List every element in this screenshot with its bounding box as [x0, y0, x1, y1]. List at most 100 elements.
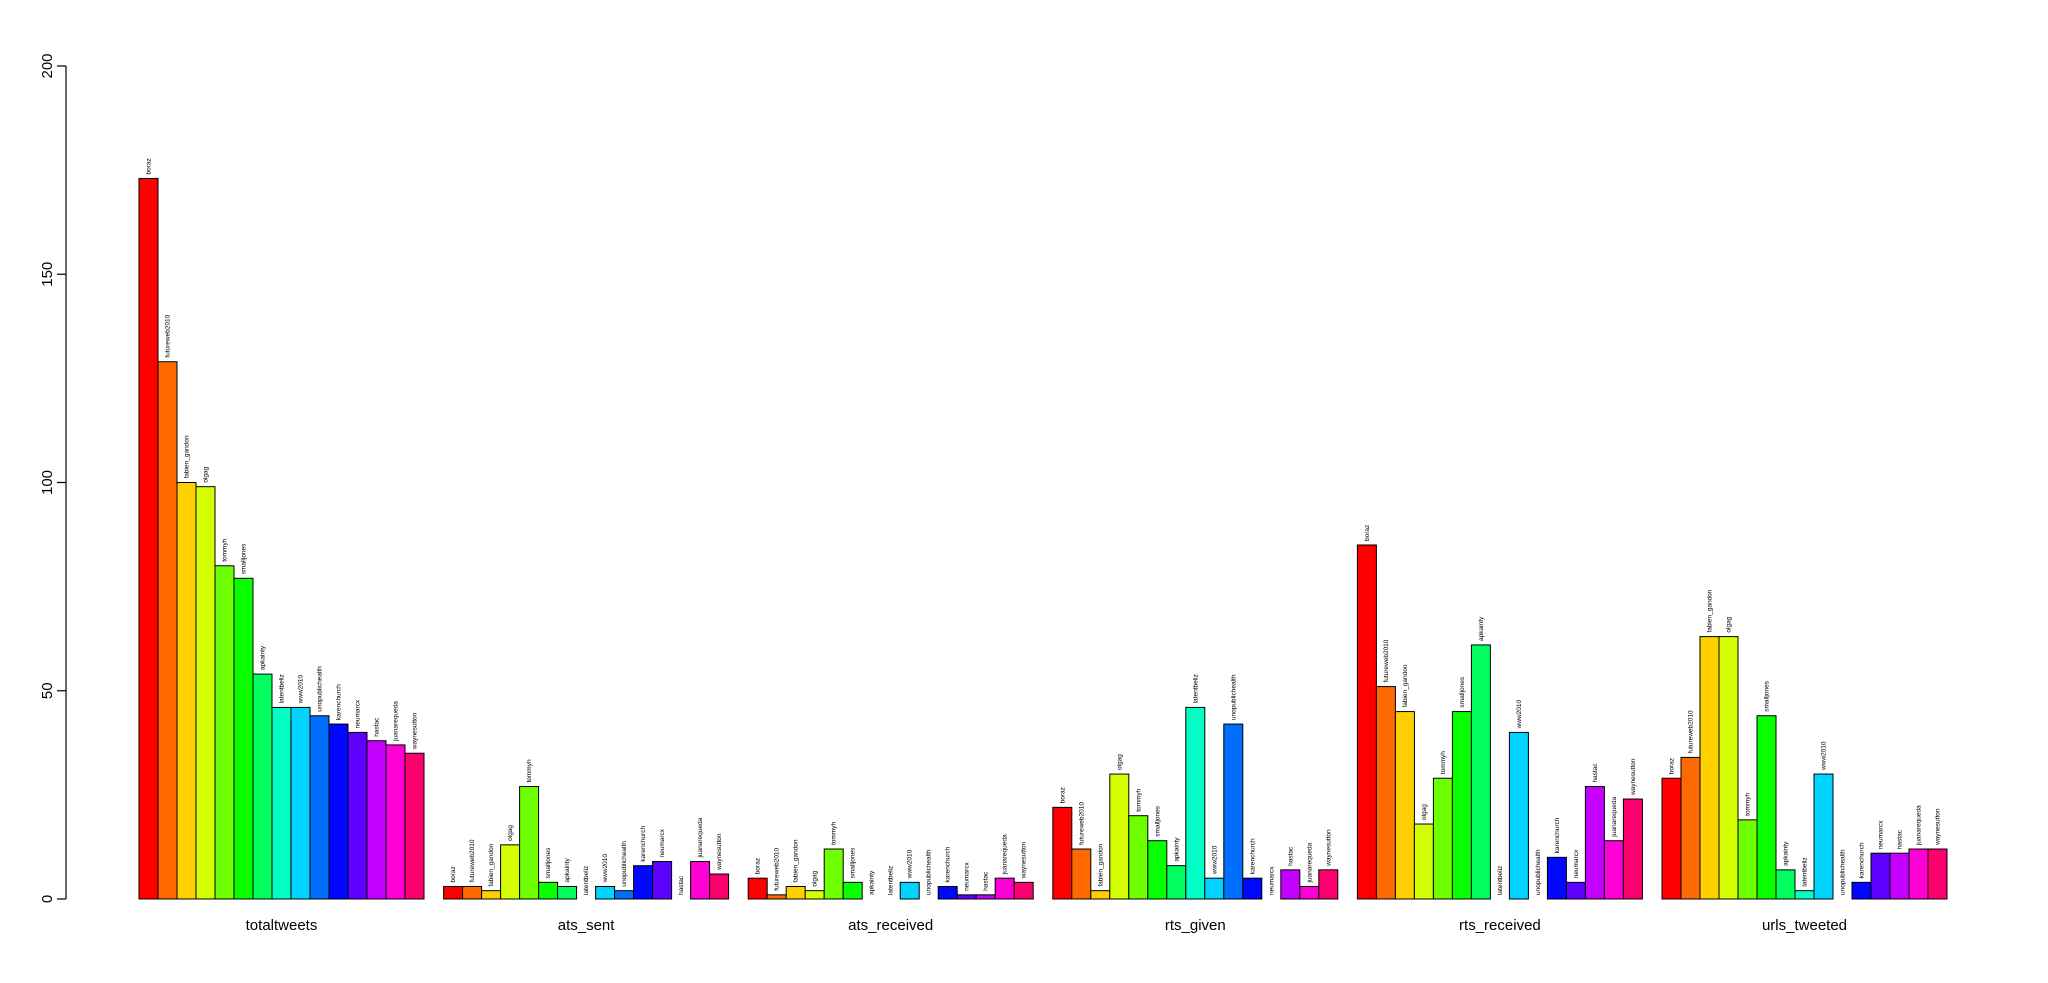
bar-label: boraz	[1364, 525, 1371, 541]
bar-fabien_gandon-ats_sent	[481, 890, 502, 900]
bar-label: fabien_gandon	[1402, 664, 1409, 707]
bar-label: apkainty	[564, 858, 571, 883]
bar-olgag-ats_sent	[500, 844, 521, 900]
bar-fabien_gandon-totaltweets	[176, 482, 197, 900]
bar-fabien_gandon-ats_received	[785, 886, 806, 900]
bar-label: hastac	[1897, 829, 1904, 849]
bar-label: tommyh	[526, 759, 533, 783]
bar-smalljones-totaltweets	[233, 577, 254, 900]
bar-label: juanarequeda	[393, 701, 400, 742]
category-label-urls_tweeted: urls_tweeted	[1762, 917, 1847, 934]
bar-label: latentbeliz	[1192, 674, 1199, 703]
y-axis: 0 50 100 150 200	[39, 53, 67, 903]
bar-label: smalljones	[1764, 680, 1771, 711]
bar-waynesutton-rts_given	[1318, 869, 1339, 900]
bar-unopublichealth-ats_sent	[614, 890, 635, 900]
bar-waynesutton-urls_tweeted	[1927, 848, 1948, 900]
bar-label: futureweb2010	[1383, 639, 1390, 682]
category-label-rts_given: rts_given	[1165, 917, 1226, 934]
bar-label: apkainty	[1783, 841, 1790, 866]
bar-label: juanarequeda	[1611, 797, 1618, 838]
bar-juanarequeda-ats_sent	[690, 861, 711, 900]
bar-label: futureweb2010	[1078, 802, 1085, 845]
bar-www2010-ats_received	[899, 881, 920, 900]
bar-smalljones-ats_received	[842, 881, 863, 900]
bar-www2010-rts_received	[1508, 731, 1529, 900]
bar-tommyh-totaltweets	[214, 565, 235, 900]
bar-label: www2010	[1211, 845, 1218, 875]
bar-label: tommyh	[831, 822, 838, 846]
bar-label: karenchurch	[1859, 842, 1866, 878]
bar-label: waynesutton	[1325, 829, 1332, 867]
category-label-totaltweets: totaltweets	[246, 917, 318, 934]
bar-label: juanarequeda	[1916, 805, 1923, 846]
y-tick-label: 50	[39, 682, 56, 699]
bar-label: unopublichealth	[1840, 849, 1847, 895]
bar-karenchurch-urls_tweeted	[1851, 881, 1872, 900]
bar-label: neumarcx	[1573, 849, 1580, 878]
y-tick-label: 200	[39, 53, 56, 78]
bar-label: hastac	[983, 871, 990, 891]
bar-label: futureweb2010	[469, 839, 476, 882]
bar-hastac-totaltweets	[366, 740, 387, 900]
bar-label: latentbeliz	[279, 674, 286, 703]
bar-neumarcx-ats_sent	[652, 861, 673, 900]
bar-apkainty-totaltweets	[252, 673, 273, 900]
bar-label: olgag	[812, 870, 819, 886]
bar-fabien_gandon-rts_received	[1394, 711, 1415, 900]
bar-label: juanarequeda	[1306, 842, 1313, 883]
bar-label: karenchurch	[1249, 838, 1256, 874]
bar-label: hastac	[678, 875, 685, 895]
bar-neumarcx-ats_received	[956, 894, 977, 900]
bar-boraz-ats_received	[747, 877, 768, 900]
bar-label: futureweb2010	[165, 314, 172, 357]
bar-label: smalljones	[1459, 676, 1466, 707]
bar-juanarequeda-urls_tweeted	[1908, 848, 1929, 900]
bar-label: boraz	[146, 158, 153, 174]
bar-olgag-urls_tweeted	[1718, 636, 1739, 900]
bar-label: boraz	[1669, 758, 1676, 774]
bar-waynesutton-totaltweets	[404, 752, 425, 900]
bar-label: fabien_gandon	[1707, 589, 1714, 632]
bar-label: fabien_gandon	[488, 843, 495, 886]
category-label-rts_received: rts_received	[1459, 917, 1541, 934]
bar-label: www2010	[1516, 699, 1523, 729]
bar-label: waynesutton	[716, 833, 723, 871]
bar-waynesutton-ats_sent	[709, 873, 730, 900]
bar-apkainty-urls_tweeted	[1775, 869, 1796, 900]
bar-label: apkainty	[1478, 616, 1485, 641]
bar-label: apkainty	[869, 870, 876, 895]
category-label-ats_received: ats_received	[848, 917, 933, 934]
bar-label: waynesutton	[1935, 808, 1942, 846]
bar-label: tommyh	[1440, 751, 1447, 775]
bar-www2010-totaltweets	[290, 706, 311, 900]
y-tick-label: 150	[39, 262, 56, 287]
bar-waynesutton-ats_received	[1013, 881, 1034, 900]
bar-label: www2010	[602, 854, 609, 884]
bar-label: unopublichealth	[1535, 849, 1542, 895]
bar-tommyh-ats_received	[823, 848, 844, 900]
bar-www2010-rts_given	[1204, 877, 1225, 900]
bar-label: latentbeliz	[888, 866, 895, 895]
bar-tommyh-rts_received	[1432, 777, 1453, 900]
bar-futureweb2010-ats_received	[766, 894, 787, 900]
bar-label: neumarcx	[964, 862, 971, 891]
bar-label: unopublichealth	[1230, 674, 1237, 720]
bar-label: olgag	[507, 825, 514, 841]
bar-boraz-urls_tweeted	[1661, 777, 1682, 900]
bar-label: juanarequeda	[1002, 834, 1009, 875]
bar-hastac-ats_received	[975, 894, 996, 900]
bar-karenchurch-ats_sent	[633, 865, 654, 900]
bar-label: unopublichealth	[317, 666, 324, 712]
bar-label: waynesutton	[1021, 841, 1028, 879]
bar-olgag-rts_given	[1109, 773, 1130, 900]
bar-tommyh-urls_tweeted	[1737, 819, 1758, 900]
bar-smalljones-urls_tweeted	[1756, 715, 1777, 900]
bar-label: karenchurch	[640, 826, 647, 862]
bar-smalljones-rts_given	[1147, 840, 1168, 900]
bar-label: hastac	[374, 717, 381, 737]
bar-label: smalljones	[1154, 805, 1161, 836]
bar-www2010-ats_sent	[595, 886, 616, 900]
